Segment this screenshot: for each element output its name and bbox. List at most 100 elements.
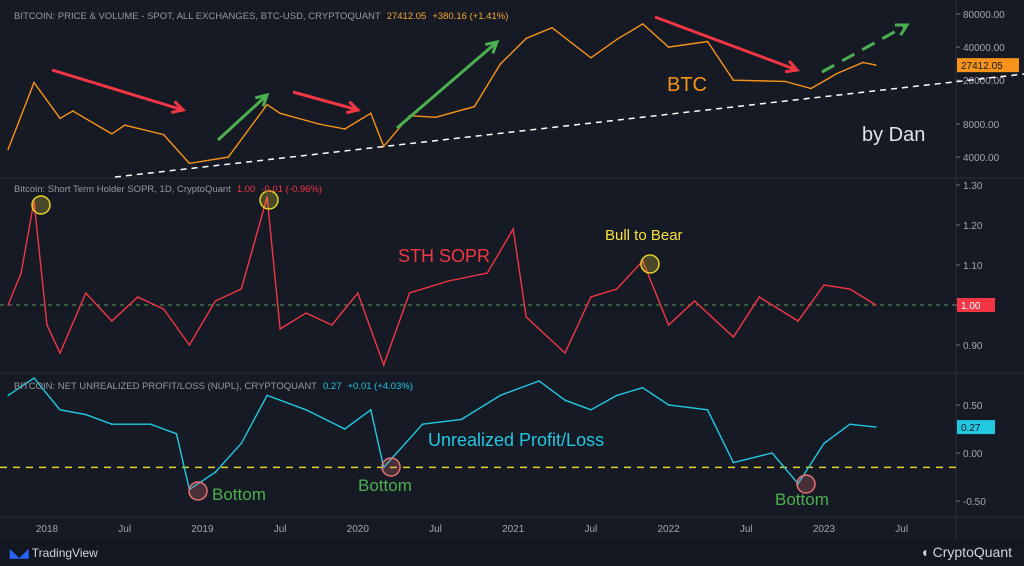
price-point <box>525 37 527 40</box>
bottom-annotation-2018: Bottom <box>212 485 266 504</box>
sopr-legend-name: Bitcoin: Short Term Holder SOPR, 1D, Cry… <box>14 184 231 195</box>
nupl-point <box>732 461 735 464</box>
sopr-point <box>564 352 566 354</box>
price-point <box>667 46 670 48</box>
nupl-point <box>823 442 825 445</box>
y-tick-label: 1.20 <box>963 221 983 232</box>
price-point <box>59 117 61 120</box>
highlight-circle <box>381 457 401 477</box>
nupl-point <box>460 418 463 421</box>
nupl-point <box>382 466 385 469</box>
nupl-legend: BITCOIN: NET UNREALIZED PROFIT/LOSS (NUP… <box>14 381 413 392</box>
nupl-point <box>175 433 178 435</box>
sopr-point <box>486 272 489 274</box>
sopr-point <box>590 296 592 298</box>
nupl-point <box>85 413 87 416</box>
price-point <box>810 87 812 90</box>
x-tick-label: Jul <box>895 524 908 535</box>
sopr-point <box>188 344 191 346</box>
x-tick-label: 2023 <box>813 524 836 535</box>
nupl-point <box>149 423 152 426</box>
nupl-point <box>266 394 268 397</box>
down-arrow-icon-head <box>170 100 186 114</box>
price-point <box>369 112 372 115</box>
sopr-last-value-label: 1.00 <box>961 301 981 312</box>
y-tick-label: 1.10 <box>963 261 983 272</box>
highlight-circle <box>188 481 208 501</box>
sopr-point <box>758 296 761 298</box>
sopr-point <box>382 364 385 366</box>
tradingview-logo[interactable]: ◣◢ TradingView <box>10 546 98 560</box>
cryptoquant-logo: ◖ CryptoQuant <box>920 544 1012 560</box>
nupl-point <box>214 471 217 474</box>
x-tick-label: Jul <box>274 524 287 535</box>
cryptoquant-icon: ◖ <box>920 544 933 560</box>
sopr-point <box>797 320 799 322</box>
x-tick-label: Jul <box>429 524 442 535</box>
author-annotation: by Dan <box>862 124 926 146</box>
price-legend: BITCOIN: PRICE & VOLUME - SPOT, ALL EXCH… <box>14 11 508 22</box>
sopr-point <box>46 324 48 326</box>
sopr-line <box>7 196 877 368</box>
price-point <box>590 56 592 59</box>
sopr-point <box>408 292 411 294</box>
y-tick-label: 40000.00 <box>963 43 1005 54</box>
sopr-annotation: STH SOPR <box>398 246 491 266</box>
sopr-point <box>85 292 87 294</box>
sopr-point <box>279 328 281 330</box>
nupl-point <box>771 452 773 454</box>
sopr-point <box>849 288 851 290</box>
up-arrow-icon-head <box>484 39 500 54</box>
sopr-point <box>357 292 359 294</box>
price-point <box>318 123 320 125</box>
y-tick-label: 20000.00 <box>963 76 1005 87</box>
x-tick-label: Jul <box>740 524 753 535</box>
sopr-point <box>110 320 113 322</box>
nupl-point <box>538 380 540 382</box>
sopr-point <box>616 288 618 290</box>
up-arrow-icon-head <box>894 23 910 36</box>
nupl-point <box>616 394 618 397</box>
up-arrow-icon-head <box>254 92 270 107</box>
price-point <box>875 64 877 66</box>
nupl-point <box>110 423 113 426</box>
y-tick-label: 80000.00 <box>963 10 1005 21</box>
price-point <box>123 124 126 126</box>
sopr-point <box>512 228 514 230</box>
y-tick-label: 8000.00 <box>963 120 1000 131</box>
nupl-point <box>369 409 372 411</box>
nupl-point <box>7 394 9 397</box>
x-tick-label: 2019 <box>191 524 214 535</box>
nupl-point <box>706 409 709 411</box>
sopr-last-value-box <box>957 298 995 312</box>
sopr-point <box>7 304 9 306</box>
y-tick-label: 0.00 <box>963 449 983 460</box>
nupl-point <box>240 442 243 445</box>
y-tick-label: 0.50 <box>963 401 983 412</box>
price-legend-name: BITCOIN: PRICE & VOLUME - SPOT, ALL EXCH… <box>14 11 381 22</box>
sopr-point <box>447 280 450 282</box>
price-point <box>162 133 165 136</box>
price-point <box>784 80 786 83</box>
sopr-point <box>693 300 696 302</box>
sopr-point <box>20 272 22 274</box>
sopr-point <box>305 312 307 314</box>
btc-annotation: BTC <box>667 74 707 96</box>
down-arrow-icon-head <box>345 100 362 115</box>
sopr-point <box>732 336 735 338</box>
price-point <box>227 156 230 158</box>
bottom-annotation-2022: Bottom <box>775 490 829 509</box>
price-point <box>344 128 346 130</box>
tradingview-label: TradingView <box>31 546 98 560</box>
bull-to-bear-annotation: Bull to Bear <box>605 227 683 244</box>
nupl-legend-value: 0.27 <box>323 381 342 392</box>
trendline <box>114 73 1024 178</box>
nupl-last-value-label: 0.27 <box>961 423 981 434</box>
sopr-point <box>162 308 165 310</box>
x-tick-label: Jul <box>585 524 598 535</box>
up-arrow-icon <box>821 23 908 74</box>
footer-bar <box>0 540 1024 566</box>
price-point <box>279 112 281 115</box>
